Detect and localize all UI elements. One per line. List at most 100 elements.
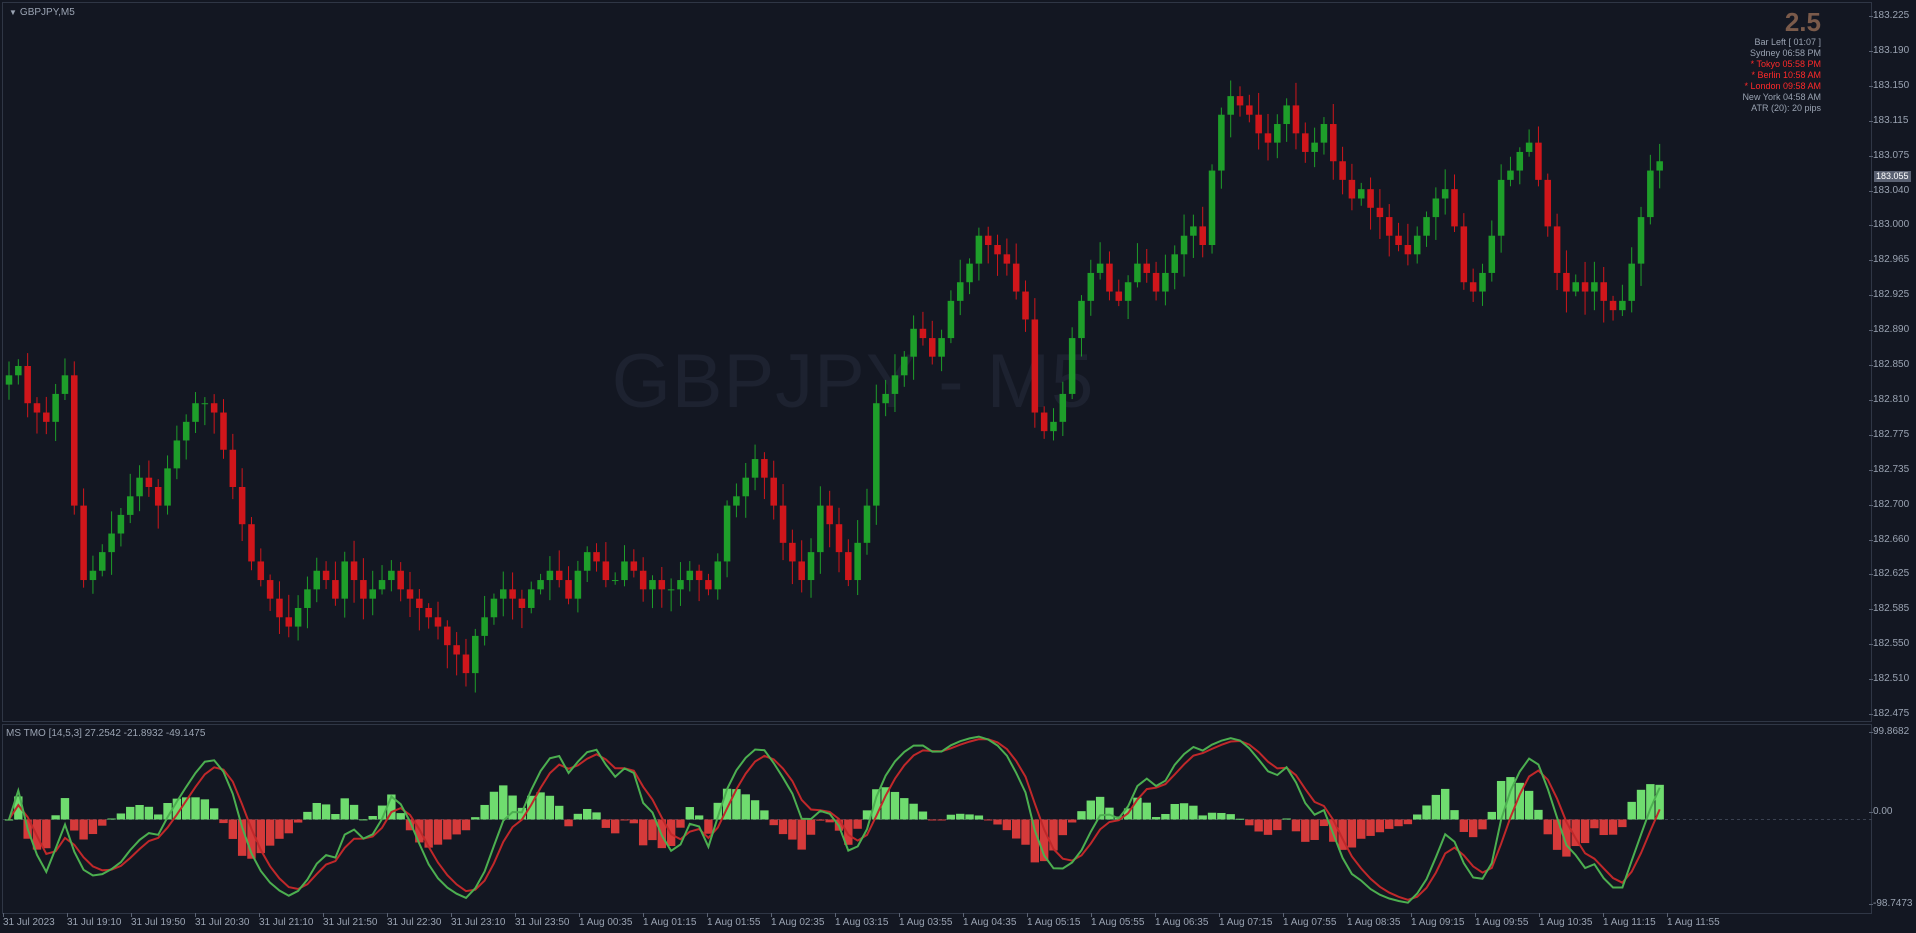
histogram-bar bbox=[909, 803, 918, 820]
time-tick-label: 1 Aug 09:55 bbox=[1475, 913, 1529, 928]
time-tick-label: 1 Aug 04:35 bbox=[963, 913, 1017, 928]
info-row: New York 04:58 AM bbox=[1742, 92, 1821, 102]
collapse-arrow-icon[interactable]: ▼ bbox=[9, 8, 17, 17]
indicator-tick-label: -98.7473 bbox=[1868, 898, 1913, 909]
histogram-bar bbox=[377, 805, 387, 820]
histogram-bar bbox=[760, 810, 769, 820]
price-tick-label: 182.850 bbox=[1868, 359, 1910, 370]
histogram-bar bbox=[1487, 811, 1497, 820]
histogram-bar bbox=[704, 819, 713, 834]
price-axis[interactable]: 183.225 183.190 183.150 183.115 183.075 183.0… bbox=[1868, 2, 1916, 722]
candle-bear bbox=[276, 598, 283, 618]
histogram-bar bbox=[144, 806, 154, 820]
histogram-bar bbox=[51, 815, 60, 820]
histogram-bar bbox=[107, 818, 116, 820]
histogram-bar bbox=[1627, 801, 1636, 820]
candle-bull bbox=[52, 393, 59, 422]
info-row: Bar Left [ 01:07 ] bbox=[1754, 37, 1821, 47]
histogram-bar bbox=[629, 819, 639, 824]
histogram-bar bbox=[480, 804, 489, 820]
candle-bear bbox=[462, 654, 470, 674]
histogram-bar bbox=[928, 819, 937, 821]
time-tick-label: 1 Aug 08:35 bbox=[1347, 913, 1401, 928]
info-row: * London 09:58 AM bbox=[1744, 81, 1821, 91]
histogram-bar bbox=[1179, 803, 1189, 820]
symbol-label[interactable]: ▼ GBPJPY,M5 bbox=[9, 7, 75, 18]
price-tick-label: 183.075 bbox=[1868, 149, 1910, 161]
candle-bear bbox=[1143, 263, 1151, 273]
histogram-bar bbox=[1254, 819, 1263, 832]
histogram-bar bbox=[890, 791, 900, 820]
histogram-bar bbox=[685, 807, 694, 820]
time-tick-label: 1 Aug 05:55 bbox=[1091, 913, 1145, 928]
histogram-bar bbox=[750, 800, 760, 820]
histogram-bar bbox=[443, 819, 452, 840]
histogram-bar bbox=[517, 807, 527, 820]
candle-bear bbox=[695, 570, 703, 581]
candle-bull bbox=[723, 505, 731, 562]
histogram-bar bbox=[937, 819, 946, 821]
histogram-bar bbox=[918, 811, 928, 820]
candle-bull bbox=[164, 468, 171, 506]
histogram-bar bbox=[1422, 805, 1431, 820]
candle-bull bbox=[742, 477, 750, 497]
histogram-bar bbox=[1385, 819, 1394, 829]
candle-bull bbox=[733, 496, 740, 506]
candle-bear bbox=[1581, 282, 1589, 292]
candle-bull bbox=[938, 338, 945, 357]
candle-bull bbox=[574, 570, 582, 599]
indicator-axis[interactable]: 99.8682 0.00 -98.7473 bbox=[1868, 724, 1916, 914]
time-tick-label: 31 Jul 23:50 bbox=[515, 913, 570, 928]
price-tick-label: 183.225 bbox=[1868, 10, 1910, 21]
histogram-bar bbox=[844, 819, 853, 845]
candle-bear bbox=[1152, 272, 1160, 292]
candle-bull bbox=[910, 328, 917, 357]
histogram-bar bbox=[713, 802, 722, 820]
candle-bull bbox=[714, 561, 722, 590]
histogram-bar bbox=[806, 819, 816, 835]
candle-bull bbox=[1432, 198, 1440, 218]
candle-bull bbox=[817, 505, 824, 553]
histogram-bar bbox=[1011, 819, 1021, 839]
histogram-bar bbox=[984, 819, 993, 821]
candle-bull bbox=[313, 570, 321, 590]
candle-bull bbox=[1516, 151, 1524, 171]
candle-bull bbox=[201, 403, 209, 405]
main-chart-pane[interactable]: GBPJPY - M5 ▼ GBPJPY,M5 2.5 Bar Left [ 01… bbox=[2, 2, 1872, 722]
histogram-bar bbox=[816, 819, 825, 821]
histogram-bar bbox=[1357, 819, 1366, 839]
histogram-bar bbox=[1403, 819, 1413, 825]
candle-bear bbox=[1376, 207, 1384, 218]
indicator-pane[interactable] bbox=[2, 724, 1873, 914]
price-tick-label: 183.040 bbox=[1868, 184, 1910, 196]
histogram-bar bbox=[1524, 790, 1534, 820]
candle-bear bbox=[518, 598, 526, 608]
candle-bull bbox=[108, 533, 115, 553]
time-axis[interactable]: 31 Jul 2023 31 Jul 19:10 31 Jul 19:50 31 Ju… bbox=[2, 913, 1872, 933]
histogram-bar bbox=[1459, 819, 1469, 832]
candle-bull bbox=[1171, 254, 1178, 273]
time-tick-label: 31 Jul 23:10 bbox=[451, 913, 506, 928]
candle-bull bbox=[1628, 263, 1635, 301]
histogram-bar bbox=[340, 798, 349, 820]
histogram-bar bbox=[1413, 814, 1422, 820]
info-rows: Bar Left [ 01:07 ] Sydney 06:58 PM * Tokyo… bbox=[1742, 37, 1821, 114]
info-panel: 2.5 Bar Left [ 01:07 ] Sydney 06:58 PM * T… bbox=[1742, 7, 1821, 114]
candle-bear bbox=[593, 552, 600, 562]
candle-bull bbox=[966, 263, 973, 283]
candle-bull bbox=[956, 282, 964, 301]
candlestick-chart bbox=[5, 80, 1663, 693]
candle-bear bbox=[770, 477, 777, 506]
time-tick-label: 31 Jul 19:50 bbox=[131, 913, 186, 928]
candle-bear bbox=[658, 580, 666, 590]
histogram-bar bbox=[1273, 819, 1282, 831]
candle-bull bbox=[378, 580, 386, 590]
histogram-bar bbox=[303, 811, 312, 820]
histogram-bar bbox=[1189, 805, 1198, 820]
candle-bull bbox=[1050, 421, 1057, 432]
histogram-bar bbox=[4, 819, 14, 821]
candle-bear bbox=[238, 486, 246, 525]
histogram-bar bbox=[956, 813, 965, 820]
histogram-bar bbox=[60, 798, 70, 820]
candle-bear bbox=[434, 617, 442, 627]
